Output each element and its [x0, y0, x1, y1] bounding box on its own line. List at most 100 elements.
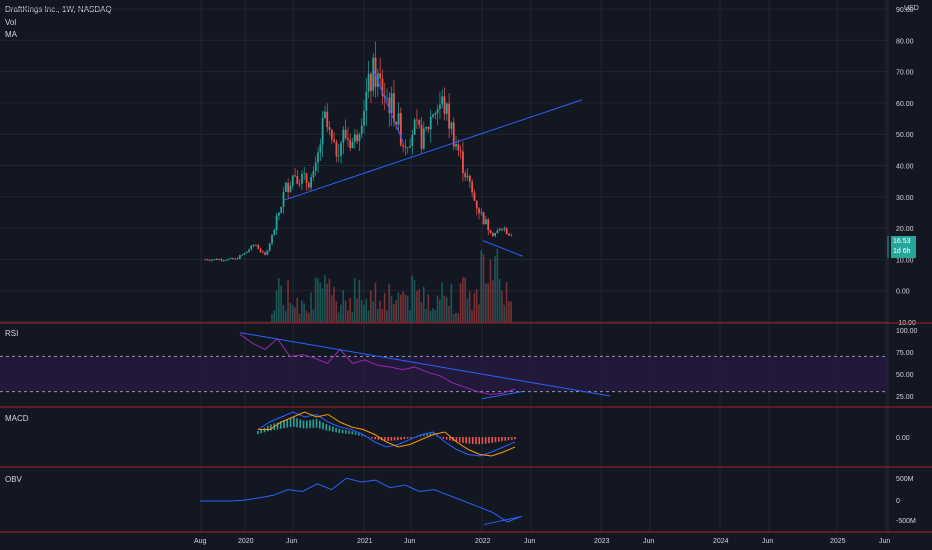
candle-body [213, 259, 216, 260]
candle-body [278, 212, 280, 216]
volume-bar [333, 286, 335, 322]
volume-bar [278, 278, 280, 322]
candle-body [475, 200, 478, 209]
last-price-badge: 16.53 1d 6h [891, 236, 916, 258]
candle-body [301, 174, 303, 184]
candle-body [381, 78, 384, 96]
candle-body [312, 171, 315, 178]
x-tick-label: 2020 [238, 538, 254, 545]
macd-histogram-bar [312, 419, 315, 428]
macd-histogram-bar [292, 417, 295, 427]
macd-histogram-bar [305, 420, 308, 429]
volume-bar [510, 301, 512, 322]
rsi-tick-label: 25.00 [896, 394, 914, 401]
macd-histogram-bar [257, 431, 259, 435]
candle-body [342, 129, 345, 143]
candle-body [503, 228, 506, 230]
candle-body [466, 175, 469, 178]
macd-histogram-bar [462, 437, 464, 443]
volume-bar [457, 313, 460, 322]
obv-tick-label: -500M [896, 518, 916, 525]
macd-histogram-bar [384, 437, 386, 441]
macd-histogram-bar [488, 437, 490, 444]
macd-histogram-bar [266, 425, 269, 432]
vol-indicator-label[interactable]: Vol [5, 18, 17, 27]
macd-histogram-bar [426, 434, 428, 436]
obv-tick-label: 500M [896, 476, 914, 483]
candle-body [439, 104, 441, 110]
candle-body [365, 91, 368, 111]
volume-bar [390, 296, 393, 322]
candle-body [275, 215, 278, 230]
volume-bar [397, 292, 400, 322]
y-tick-label: 90.00 [896, 7, 914, 14]
volume-bar [489, 259, 492, 322]
macd-histogram-bar [374, 437, 376, 440]
candle-body [443, 96, 446, 114]
volume-bar [365, 298, 368, 322]
candle-body [245, 251, 248, 254]
volume-bar [411, 275, 414, 322]
volume-bar [409, 310, 411, 322]
macd-histogram-bar [371, 437, 373, 439]
macd-histogram-bar [471, 437, 474, 444]
candle-body [390, 93, 393, 114]
macd-histogram-bar [335, 427, 337, 433]
macd-histogram-bar [468, 437, 471, 444]
macd-histogram-bar [319, 420, 321, 429]
volume-bar [420, 302, 423, 322]
volume-bar [296, 297, 299, 322]
macd-histogram-bar [390, 437, 393, 441]
candle-body [473, 192, 476, 201]
volume-bar [413, 280, 416, 322]
candle-body [455, 144, 457, 147]
volume-bar [370, 290, 372, 322]
y-tick-label: 50.00 [896, 132, 914, 139]
macd-histogram-bar [348, 430, 350, 434]
volume-bar [324, 275, 326, 322]
volume-bar [303, 303, 305, 322]
candle-body [238, 255, 241, 259]
candle-body [508, 233, 510, 236]
candle-body [420, 124, 423, 149]
candle-body [402, 144, 405, 147]
candle-body [298, 183, 301, 185]
volume-bar [289, 302, 292, 322]
volume-bar [294, 307, 296, 322]
volume-bar [441, 282, 443, 322]
x-tick-label: Jun [762, 538, 773, 545]
macd-histogram-bar [322, 422, 324, 430]
candle-body [418, 119, 421, 125]
volume-bar [298, 313, 301, 322]
x-tick-label: 2025 [830, 538, 846, 545]
macd-histogram-bar [279, 421, 282, 429]
candle-body [326, 111, 329, 128]
candle-body [358, 134, 361, 142]
candle-body [284, 182, 287, 192]
x-tick-label: Jun [524, 538, 535, 545]
candle-body [441, 96, 444, 105]
candle-body [340, 142, 342, 156]
candle-body [425, 126, 428, 129]
macd-histogram-bar [429, 433, 432, 436]
rsi-tick-label: 50.00 [896, 372, 914, 379]
volume-bar [399, 294, 402, 322]
candle-body [459, 150, 462, 152]
obv-tick-label: 0 [896, 498, 900, 505]
macd-histogram-bar [309, 420, 311, 429]
ma-indicator-label[interactable]: MA [5, 30, 17, 39]
candle-body [347, 138, 349, 140]
macd-histogram-bar [283, 420, 285, 429]
candle-body [485, 219, 487, 225]
candle-body [204, 259, 207, 261]
candle-body [273, 229, 276, 235]
volume-bar [406, 295, 409, 322]
macd-histogram-bar [491, 437, 494, 443]
volume-bar [326, 283, 328, 322]
volume-bar [480, 250, 483, 322]
volume-bar [473, 293, 476, 322]
candle-body [416, 119, 418, 121]
candle-body [328, 127, 331, 130]
volume-bar [317, 278, 319, 322]
